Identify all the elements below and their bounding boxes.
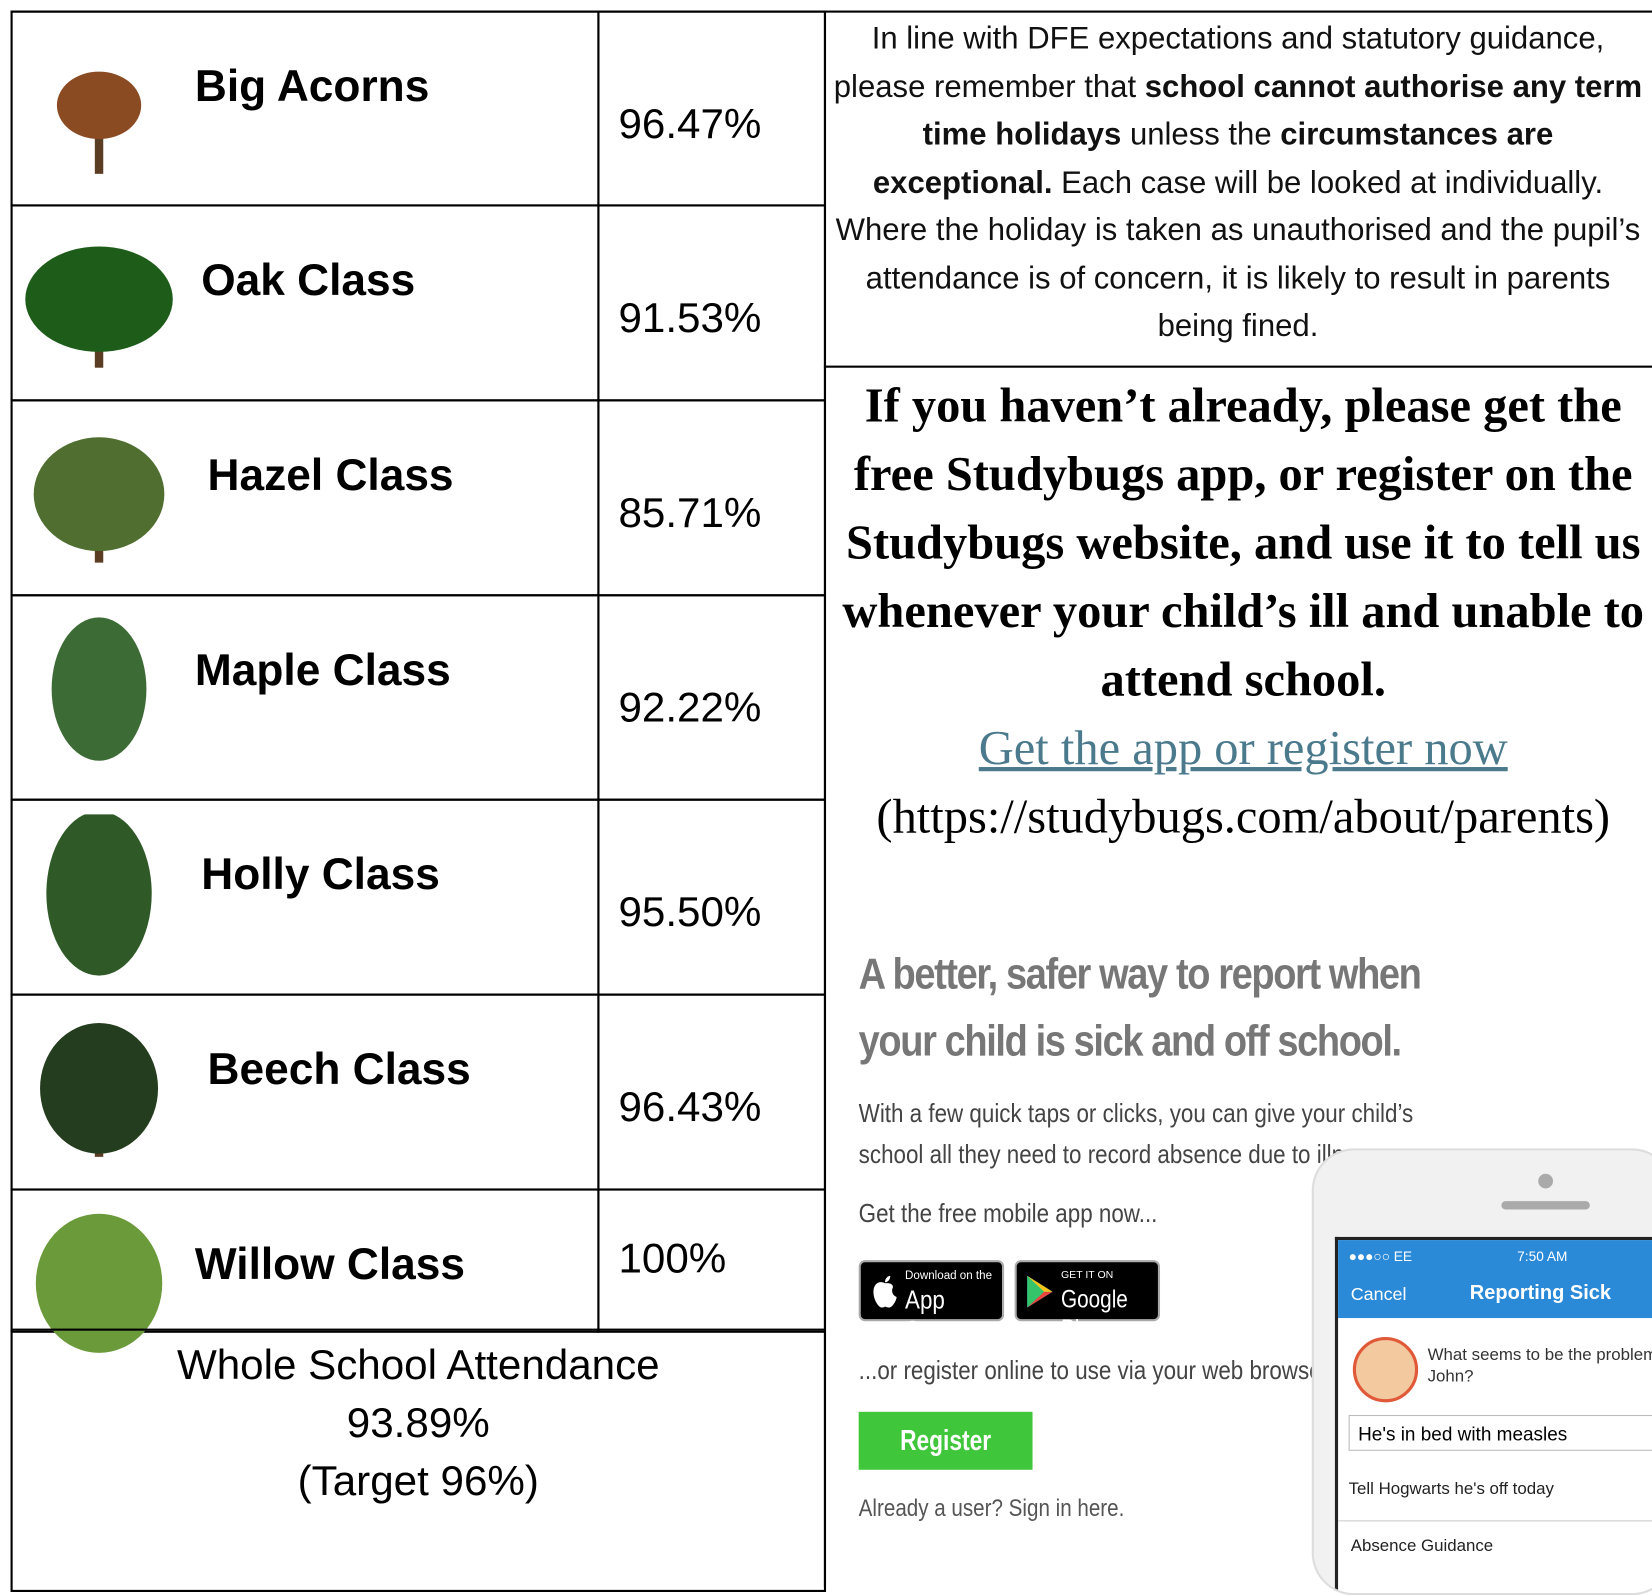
- promo-headline: A better, safer way to report when your …: [859, 940, 1452, 1075]
- app-store-small: Download on the: [905, 1270, 992, 1283]
- attendance: 95.50%: [618, 889, 761, 936]
- tree-icon: [21, 814, 179, 983]
- cancel[interactable]: Cancel: [1351, 1284, 1407, 1305]
- avatar: [1353, 1337, 1418, 1402]
- google-play-button[interactable]: GET IT ON Google Play: [1015, 1260, 1160, 1321]
- tree-icon: [21, 26, 179, 195]
- carrier: ●●●○○ EE: [1349, 1249, 1412, 1265]
- class-name: Hazel Class: [208, 450, 454, 501]
- answer[interactable]: He's in bed with measles: [1349, 1415, 1652, 1451]
- summary: Whole School Attendance 93.89% (Target 9…: [13, 1337, 824, 1511]
- class-name: Holly Class: [201, 849, 440, 900]
- class-name: Oak Class: [201, 255, 415, 306]
- register-button[interactable]: Register Free!: [859, 1412, 1033, 1470]
- studybugs-message: If you haven’t already, please get the f…: [838, 371, 1649, 713]
- foliage: [46, 814, 151, 975]
- tree-icon: [21, 610, 179, 779]
- summary-value: 93.89%: [13, 1395, 824, 1453]
- question: What seems to be the problem with John?: [1428, 1345, 1652, 1387]
- studybugs-url: (https://studybugs.com/about/parents): [838, 782, 1649, 850]
- time: 7:50 AM: [1517, 1249, 1567, 1265]
- web-prompt: ...or register online to use via your we…: [859, 1356, 1336, 1387]
- foliage: [40, 1023, 158, 1154]
- tree-icon: [21, 1009, 179, 1178]
- option-1[interactable]: Tell Hogwarts he's off today: [1349, 1480, 1554, 1499]
- summary-cell: Whole School Attendance 93.89% (Target 9…: [11, 1329, 826, 1592]
- google-play-small: GET IT ON: [1061, 1270, 1113, 1282]
- page: Big Acorns 96.47% Oak Class 91.53% Hazel Cla…: [0, 0, 1652, 1587]
- phone: ●●●○○ EE 7:50 AM Cancel Reporting Sick W…: [1312, 1148, 1652, 1595]
- class-name: Maple Class: [195, 645, 451, 696]
- sign-in[interactable]: Already a user? Sign in here.: [859, 1494, 1125, 1522]
- attendance: 96.43%: [618, 1084, 761, 1131]
- foliage: [25, 247, 173, 352]
- phone-camera: [1538, 1174, 1553, 1189]
- rule: [824, 366, 1652, 368]
- google-play-large: Google Play: [1061, 1285, 1140, 1344]
- divider: [1338, 1520, 1652, 1521]
- class-name: Big Acorns: [195, 61, 429, 112]
- summary-target: (Target 96%): [13, 1453, 824, 1511]
- summary-label: Whole School Attendance: [13, 1337, 824, 1395]
- screen-title: Reporting Sick: [1470, 1282, 1611, 1305]
- apple-icon: [871, 1275, 898, 1309]
- class-name: Beech Class: [208, 1044, 471, 1095]
- phone-speaker: [1501, 1201, 1590, 1209]
- notice: In line with DFE expectations and statut…: [832, 15, 1643, 351]
- phone-header: ●●●○○ EE 7:50 AM Cancel Reporting Sick: [1338, 1240, 1652, 1318]
- foliage: [34, 437, 165, 551]
- attendance: 96.47%: [618, 101, 761, 148]
- tree-icon: [21, 220, 179, 389]
- studybugs: If you haven’t already, please get the f…: [838, 371, 1649, 850]
- foliage: [57, 72, 141, 139]
- column-rule: [824, 11, 826, 1587]
- attendance: 100%: [618, 1236, 726, 1283]
- app-store-button[interactable]: Download on the App Store: [859, 1260, 1004, 1321]
- app-store-large: App Store: [905, 1285, 987, 1346]
- play-icon: [1025, 1275, 1055, 1309]
- studybugs-link[interactable]: Get the app or register now: [838, 713, 1649, 781]
- class-name: Willow Class: [195, 1239, 465, 1290]
- attendance: 92.22%: [618, 685, 761, 732]
- document: Big Acorns 96.47% Oak Class 91.53% Hazel Cla…: [0, 0, 1652, 1587]
- attendance: 85.71%: [618, 490, 761, 537]
- option-2[interactable]: Absence Guidance: [1351, 1537, 1493, 1556]
- foliage: [52, 617, 147, 760]
- attendance: 91.53%: [618, 295, 761, 342]
- notice-text: unless the: [1121, 117, 1280, 152]
- phone-screen: ●●●○○ EE 7:50 AM Cancel Reporting Sick W…: [1335, 1237, 1652, 1595]
- tree-icon: [21, 415, 179, 584]
- app-prompt: Get the free mobile app now...: [859, 1199, 1158, 1230]
